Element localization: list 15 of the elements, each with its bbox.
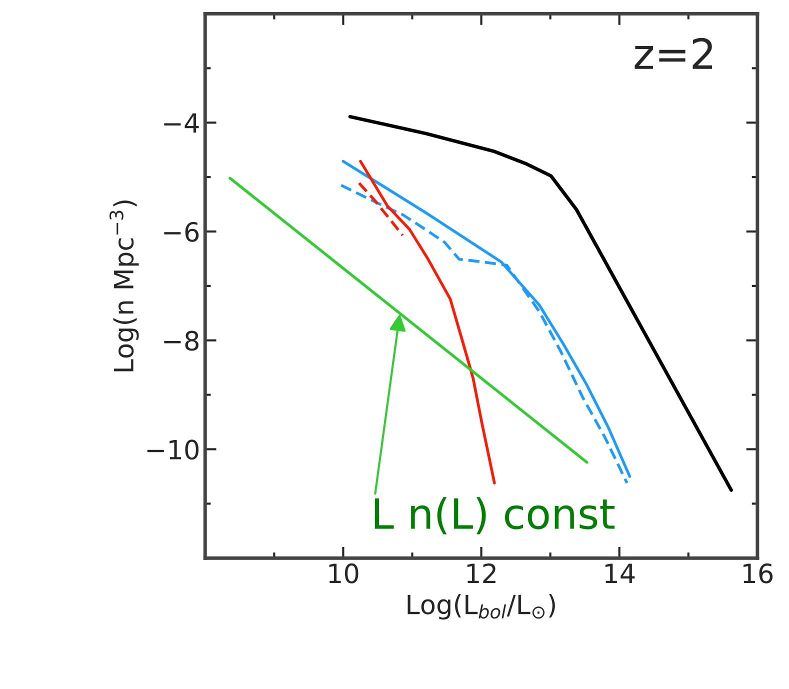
line-series <box>358 182 404 237</box>
y-tick-label: −6 <box>164 222 199 242</box>
annotation: z=2 <box>634 38 712 69</box>
y-tick-label: −4 <box>164 113 199 133</box>
y-axis-title: Log(n Mpc$^{−3}$) <box>109 200 139 372</box>
line-series <box>359 160 496 484</box>
annotation: L n(L) const <box>374 497 615 534</box>
x-axis-title: Log(L$_{bol}$/L$_{⊙}$) <box>408 594 555 620</box>
x-tick-label: 10 <box>329 563 358 584</box>
x-tick-label: 12 <box>467 563 496 584</box>
line-series <box>348 114 733 492</box>
x-tick-label: 16 <box>744 563 773 584</box>
y-tick-label: −10 <box>147 440 199 460</box>
x-tick-label: 14 <box>605 564 635 584</box>
y-tick-label: −8 <box>164 330 198 351</box>
